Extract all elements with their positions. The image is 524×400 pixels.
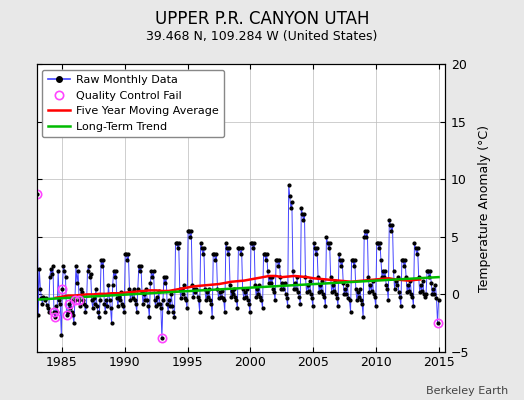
Text: 39.468 N, 109.284 W (United States): 39.468 N, 109.284 W (United States) xyxy=(146,30,378,43)
Legend: Raw Monthly Data, Quality Control Fail, Five Year Moving Average, Long-Term Tren: Raw Monthly Data, Quality Control Fail, … xyxy=(42,70,224,137)
Text: UPPER P.R. CANYON UTAH: UPPER P.R. CANYON UTAH xyxy=(155,10,369,28)
Text: Berkeley Earth: Berkeley Earth xyxy=(426,386,508,396)
Y-axis label: Temperature Anomaly (°C): Temperature Anomaly (°C) xyxy=(478,124,491,292)
